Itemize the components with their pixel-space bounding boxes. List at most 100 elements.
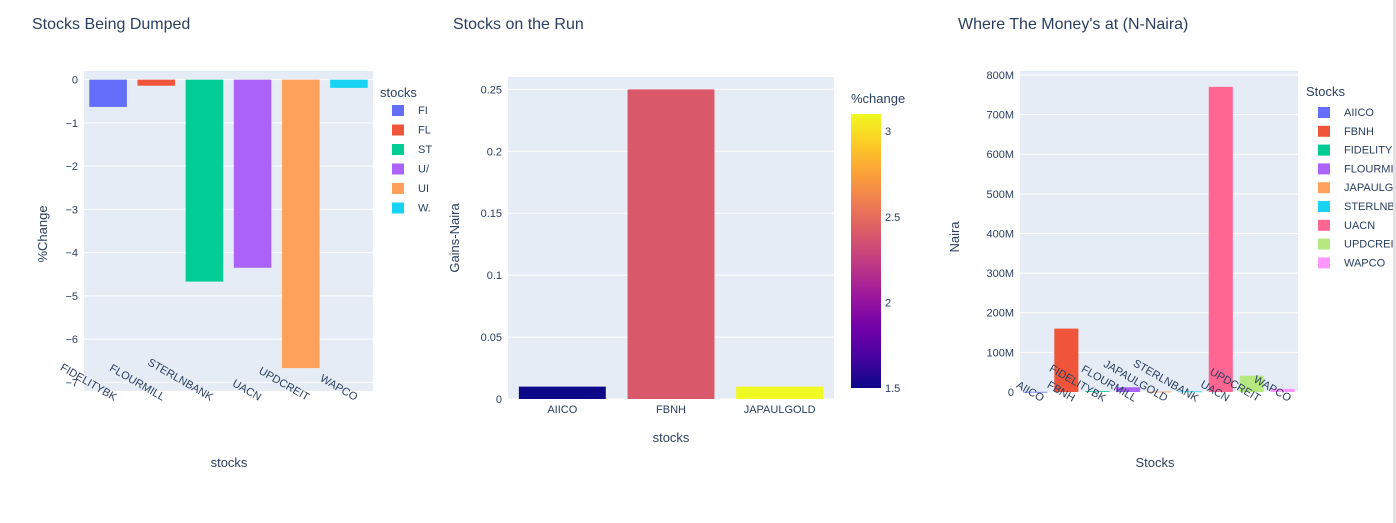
- y-tick-label: 800M: [986, 70, 1014, 82]
- y-tick-label: −7: [65, 377, 78, 389]
- y-tick-label: −5: [65, 291, 78, 303]
- legend-item[interactable]: STERLNBA: [1318, 201, 1396, 213]
- legend-label: U/: [418, 164, 430, 176]
- bar-updcreit[interactable]: [1239, 375, 1264, 392]
- legend[interactable]: Stocks AIICO FBNH FIDELITYE FLOURMII JAPAULG…: [1306, 84, 1396, 269]
- legend-swatch: [1318, 107, 1330, 118]
- bar-japaulgold[interactable]: [1146, 391, 1172, 393]
- legend-item[interactable]: UPDCREIT: [1318, 238, 1396, 251]
- bar-fidelitybk[interactable]: [1085, 391, 1110, 393]
- y-tick-label: −6: [65, 334, 78, 346]
- bar-flourmill[interactable]: [137, 79, 176, 86]
- legend-item[interactable]: ST: [392, 144, 432, 156]
- colorbar: %change 1.5 2 2.5 3: [851, 91, 905, 395]
- legend-label: UACN: [1344, 220, 1375, 232]
- legend-title: Stocks: [1306, 84, 1346, 99]
- legend-item[interactable]: AIICO: [1318, 107, 1374, 119]
- legend-item[interactable]: WAPCO: [1318, 257, 1386, 269]
- y-tick-label: 0: [1008, 387, 1014, 399]
- legend-title: stocks: [380, 85, 417, 100]
- bar-aiico[interactable]: [1023, 391, 1048, 393]
- legend-swatch: [1318, 182, 1330, 194]
- x-tick-label: AIICO: [547, 404, 577, 416]
- legend-item[interactable]: UI: [392, 183, 429, 195]
- x-axis-label: stocks: [211, 455, 248, 470]
- colorbar-gradient: [851, 114, 881, 388]
- y-tick-label: 200M: [986, 308, 1014, 320]
- x-axis-label: Stocks: [1135, 455, 1175, 470]
- legend-label: JAPAULG(: [1344, 182, 1396, 194]
- plot-area: [84, 71, 373, 391]
- legend-swatch: [1318, 144, 1330, 156]
- legend-item[interactable]: W.: [392, 202, 431, 215]
- legend-swatch: [392, 144, 404, 155]
- bar-wapco[interactable]: [330, 79, 368, 88]
- legend-item[interactable]: JAPAULG(: [1318, 182, 1396, 194]
- colorbar-title: %change: [851, 91, 905, 106]
- legend-swatch: [1318, 201, 1330, 212]
- legend-swatch: [1318, 238, 1330, 250]
- legend-label: FBNH: [1344, 126, 1374, 138]
- y-tick-label: 0: [72, 75, 78, 87]
- legend-swatch: [1318, 125, 1330, 137]
- colorbar-tick-label: 2: [885, 297, 891, 309]
- legend-label: AIICO: [1344, 107, 1374, 119]
- legend-item[interactable]: FIDELITYE: [1318, 144, 1396, 157]
- y-tick-label: 600M: [986, 149, 1014, 161]
- legend-item[interactable]: FLOURMII: [1318, 163, 1396, 175]
- bar-fidelitybk[interactable]: [89, 79, 127, 107]
- legend-label: ST: [418, 144, 432, 156]
- y-tick-label: −1: [65, 118, 78, 130]
- bar-wapco[interactable]: [1270, 388, 1295, 392]
- bar-fbnh[interactable]: [627, 89, 715, 399]
- legend-swatch: [392, 202, 404, 214]
- y-tick-label: 0.25: [481, 84, 502, 96]
- y-tick-label: 300M: [986, 268, 1014, 280]
- bar-updcreit[interactable]: [281, 79, 320, 369]
- y-tick-label: 100M: [986, 347, 1014, 359]
- legend-item[interactable]: FBNH: [1318, 125, 1374, 138]
- y-tick-label: 0.05: [481, 332, 502, 344]
- bar-flourmill[interactable]: [1116, 387, 1141, 392]
- x-axis-label: stocks: [653, 430, 690, 445]
- x-tick-label: FBNH: [656, 404, 686, 416]
- legend-label: STERLNBA: [1344, 201, 1396, 213]
- bar-aiico[interactable]: [518, 386, 606, 399]
- colorbar-tick-label: 1.5: [885, 383, 900, 395]
- y-axis-label: %Change: [35, 205, 50, 262]
- legend[interactable]: stocks FI FL ST U/UI W.: [380, 85, 432, 215]
- y-tick-label: 400M: [986, 228, 1014, 240]
- y-tick-label: −3: [65, 204, 78, 216]
- y-tick-label: −4: [65, 248, 78, 260]
- legend-item[interactable]: FL: [392, 124, 431, 137]
- bar-sterlnbank[interactable]: [1177, 391, 1202, 393]
- y-tick-label: −2: [65, 161, 78, 173]
- chart-where-the-money-is: Where The Money's at (N-Naira) 0 100M 200M…: [947, 16, 1396, 470]
- bar-sterlnbank[interactable]: [185, 79, 224, 282]
- legend-item[interactable]: U/: [392, 163, 430, 176]
- bar-japaulgold[interactable]: [736, 386, 824, 399]
- chart-title: Where The Money's at (N-Naira): [958, 16, 1188, 33]
- legend-swatch: [392, 183, 404, 194]
- legend-label: FLOURMII: [1344, 163, 1396, 175]
- legend-swatch: [1318, 257, 1330, 269]
- legend-swatch: [392, 124, 404, 136]
- vertical-scrollbar[interactable]: [1393, 0, 1396, 523]
- legend-label: FIDELITYE: [1344, 145, 1396, 157]
- bar-uacn[interactable]: [233, 79, 272, 268]
- colorbar-tick-label: 3: [885, 126, 891, 138]
- legend-label: UI: [418, 183, 429, 195]
- legend-item[interactable]: UACN: [1318, 219, 1375, 232]
- legend-swatch: [1318, 219, 1330, 231]
- bar-fbnh[interactable]: [1054, 328, 1079, 392]
- bar-uacn[interactable]: [1208, 86, 1233, 392]
- legend-swatch: [1318, 163, 1330, 175]
- legend-label: WAPCO: [1344, 257, 1386, 269]
- chart-stocks-on-the-run: Stocks on the Run 0 0.05 0.1 0.15 0.2 0.25 AI…: [447, 16, 905, 445]
- legend-item[interactable]: FI: [392, 105, 428, 117]
- chart-stocks-being-dumped: Stocks Being Dumped 0−1−2−3−4−5−6−7 FIDE…: [32, 16, 432, 470]
- legend-label: UPDCREIT: [1344, 239, 1396, 251]
- y-tick-label: 500M: [986, 189, 1014, 201]
- y-axis-label: Naira: [947, 221, 962, 253]
